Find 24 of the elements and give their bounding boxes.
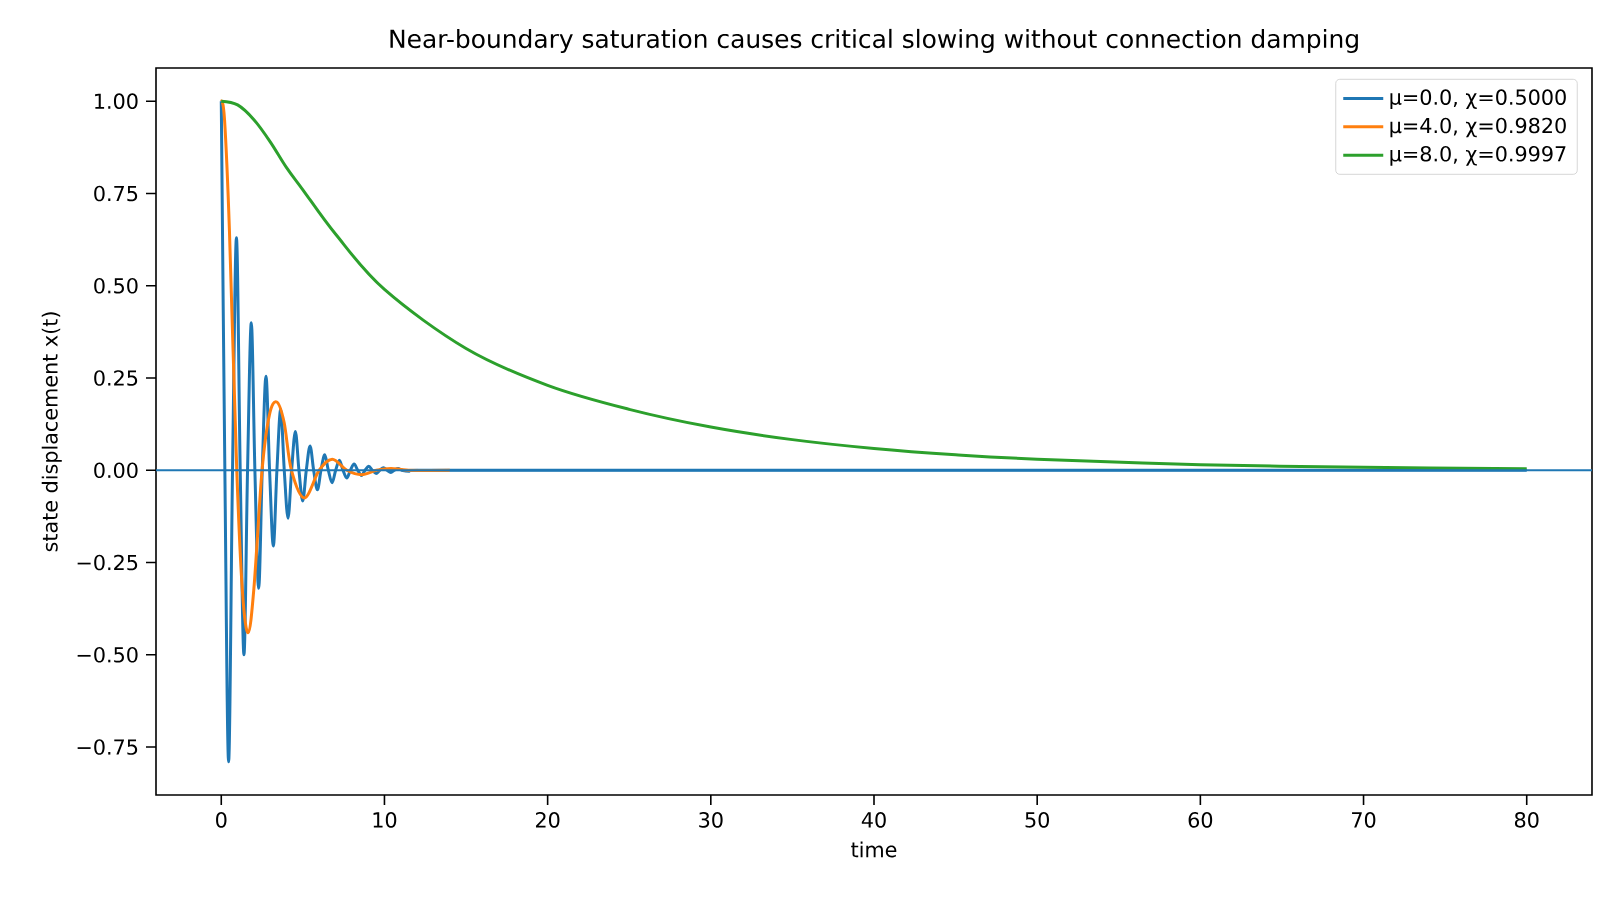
chart-title: Near-boundary saturation causes critical slowing without connection damping — [390, 28, 1358, 53]
y-tick-label: 0.00 — [94, 462, 138, 479]
y-tick-label: 0.50 — [94, 277, 138, 294]
x-axis-title: time — [851, 841, 897, 858]
x-tick-label: 30 — [699, 812, 723, 828]
x-tick-label: 20 — [535, 812, 560, 828]
x-tick-label: 80 — [1514, 812, 1539, 828]
legend-label: μ=4.0, χ=0.9820 — [1390, 117, 1566, 138]
y-tick-label: 0.25 — [94, 370, 138, 386]
x-tick-label: 10 — [373, 812, 397, 828]
y-tick-label: −0.75 — [77, 739, 138, 755]
legend-label: μ=0.0, χ=0.5000 — [1390, 89, 1566, 109]
x-tick-label: 60 — [1188, 812, 1213, 828]
y-tick-label: 0.75 — [94, 185, 138, 202]
y-axis-title: state displacement x(t) — [41, 312, 62, 552]
line-series — [219, 99, 452, 635]
x-tick-label: 70 — [1352, 812, 1376, 828]
legend-label: μ=8.0, χ=0.9997 — [1390, 145, 1566, 166]
x-tick-label: 50 — [1025, 812, 1049, 828]
y-tick-label: 1.00 — [95, 93, 138, 110]
y-tick-label: −0.25 — [77, 554, 138, 571]
x-tick-label: 40 — [861, 812, 886, 828]
y-tick-label: −0.50 — [77, 646, 138, 663]
x-tick-label: 0 — [216, 812, 227, 828]
